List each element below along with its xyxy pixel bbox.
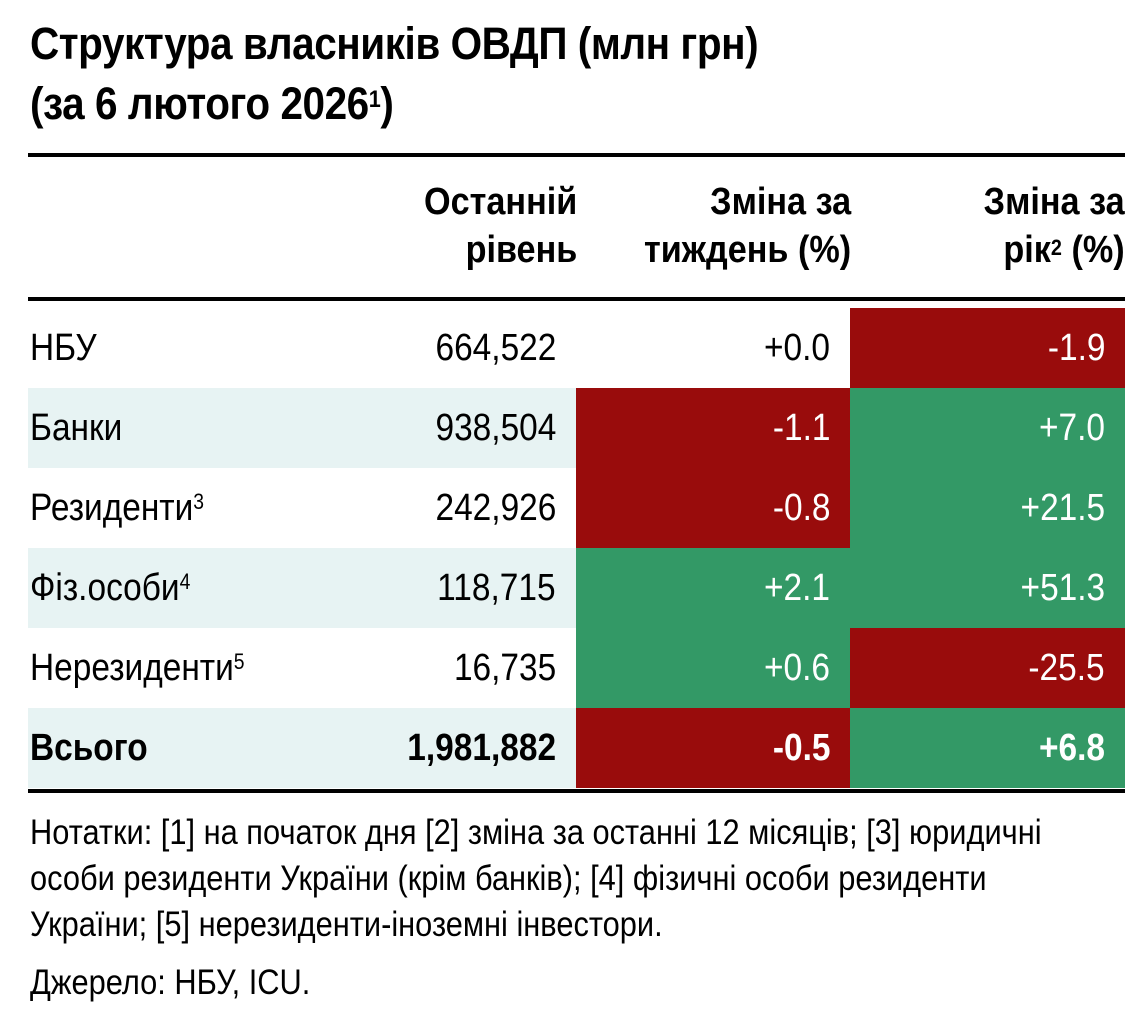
year-change-cell: +51.3 bbox=[850, 548, 1125, 628]
table-row: Банки 938,504 -1.1 +7.0 bbox=[28, 388, 1125, 468]
level-cell-value: 938,504 bbox=[435, 407, 556, 449]
level-cell: 16,735 bbox=[28, 628, 576, 708]
row-label: НБУ bbox=[28, 308, 576, 388]
level-cell-value: 1,981,882 bbox=[407, 727, 556, 769]
level-cell-value: 16,735 bbox=[453, 647, 556, 689]
table-row: Нерезиденти5 16,735 +0.6 -25.5 bbox=[28, 628, 1125, 708]
week-change-cell-value: +0.0 bbox=[763, 327, 830, 369]
level-cell: 242,926 bbox=[28, 468, 576, 548]
row-label-text: Всього bbox=[30, 727, 148, 769]
table-row: Резиденти3 242,926 -0.8 +21.5 bbox=[28, 468, 1125, 548]
week-change-cell-value: -1.1 bbox=[772, 407, 830, 449]
week-change-cell-value: -0.5 bbox=[772, 727, 830, 769]
week-change-cell-value: +0.6 bbox=[763, 647, 830, 689]
week-change-cell: -0.5 bbox=[576, 708, 850, 788]
year-change-cell-value: -1.9 bbox=[1047, 327, 1105, 369]
year-change-cell: +7.0 bbox=[850, 388, 1125, 468]
header-week-change: Зміна за тиждень (%) bbox=[643, 181, 851, 271]
week-change-cell: -1.1 bbox=[576, 388, 850, 468]
row-footnote: 5 bbox=[233, 649, 245, 674]
header-year-change: Зміна за рік2 (%) bbox=[984, 181, 1125, 271]
footnotes: Нотатки: [1] на початок дня [2] зміна за… bbox=[30, 813, 1042, 944]
row-footnote: 4 bbox=[179, 569, 191, 594]
source-note: Джерело: НБУ, ICU. bbox=[30, 963, 311, 1002]
title-footnote-1: 1 bbox=[368, 86, 381, 113]
table-row: Всього 1,981,882 -0.5 +6.8 bbox=[28, 708, 1125, 788]
level-cell: 1,981,882 bbox=[28, 708, 576, 788]
year-change-cell-value: +51.3 bbox=[1020, 567, 1105, 609]
table-row: Фіз.особи4 118,715 +2.1 +51.3 bbox=[28, 548, 1125, 628]
row-label: Фіз.особи4 bbox=[28, 548, 576, 628]
level-cell-value: 118,715 bbox=[437, 567, 556, 609]
level-cell: 938,504 bbox=[28, 388, 576, 468]
year-change-cell: -1.9 bbox=[850, 308, 1125, 388]
top-rule bbox=[28, 153, 1125, 157]
row-label: Нерезиденти5 bbox=[28, 628, 576, 708]
week-change-cell: +0.6 bbox=[576, 628, 850, 708]
week-change-cell-value: -0.8 bbox=[772, 487, 830, 529]
year-change-cell-value: +7.0 bbox=[1038, 407, 1105, 449]
table-row: НБУ 664,522 +0.0 -1.9 bbox=[28, 308, 1125, 388]
row-label-text: Нерезиденти5 bbox=[30, 647, 245, 689]
row-label: Банки bbox=[28, 388, 576, 468]
year-change-cell-value: +6.8 bbox=[1038, 727, 1105, 769]
level-cell-value: 242,926 bbox=[435, 487, 556, 529]
header-rule bbox=[28, 297, 1125, 301]
level-cell: 664,522 bbox=[28, 308, 576, 388]
row-footnote: 3 bbox=[193, 489, 205, 514]
header-footnote-2: 2 bbox=[1051, 235, 1063, 260]
row-label-text: НБУ bbox=[30, 327, 97, 369]
year-change-cell: +21.5 bbox=[850, 468, 1125, 548]
row-label: Всього bbox=[28, 708, 576, 788]
row-label-text: Резиденти3 bbox=[30, 487, 205, 529]
row-label-text: Банки bbox=[30, 407, 123, 449]
chart-title: Структура власників ОВДП (млн грн) (за 6… bbox=[30, 14, 1020, 134]
row-label: Резиденти3 bbox=[28, 468, 576, 548]
bottom-rule bbox=[28, 789, 1125, 793]
week-change-cell-value: +2.1 bbox=[763, 567, 830, 609]
level-cell: 118,715 bbox=[28, 548, 576, 628]
week-change-cell: -0.8 bbox=[576, 468, 850, 548]
title-line-2: (за 6 лютого 20261) bbox=[30, 78, 394, 129]
title-line-1: Структура власників ОВДП (млн грн) bbox=[30, 18, 759, 69]
row-label-text: Фіз.особи4 bbox=[30, 567, 191, 609]
week-change-cell: +0.0 bbox=[576, 308, 850, 388]
year-change-cell: -25.5 bbox=[850, 628, 1125, 708]
year-change-cell-value: +21.5 bbox=[1020, 487, 1105, 529]
year-change-cell: +6.8 bbox=[850, 708, 1125, 788]
level-cell-value: 664,522 bbox=[435, 327, 556, 369]
year-change-cell-value: -25.5 bbox=[1028, 647, 1105, 689]
header-level: Останній рівень bbox=[423, 181, 577, 271]
week-change-cell: +2.1 bbox=[576, 548, 850, 628]
